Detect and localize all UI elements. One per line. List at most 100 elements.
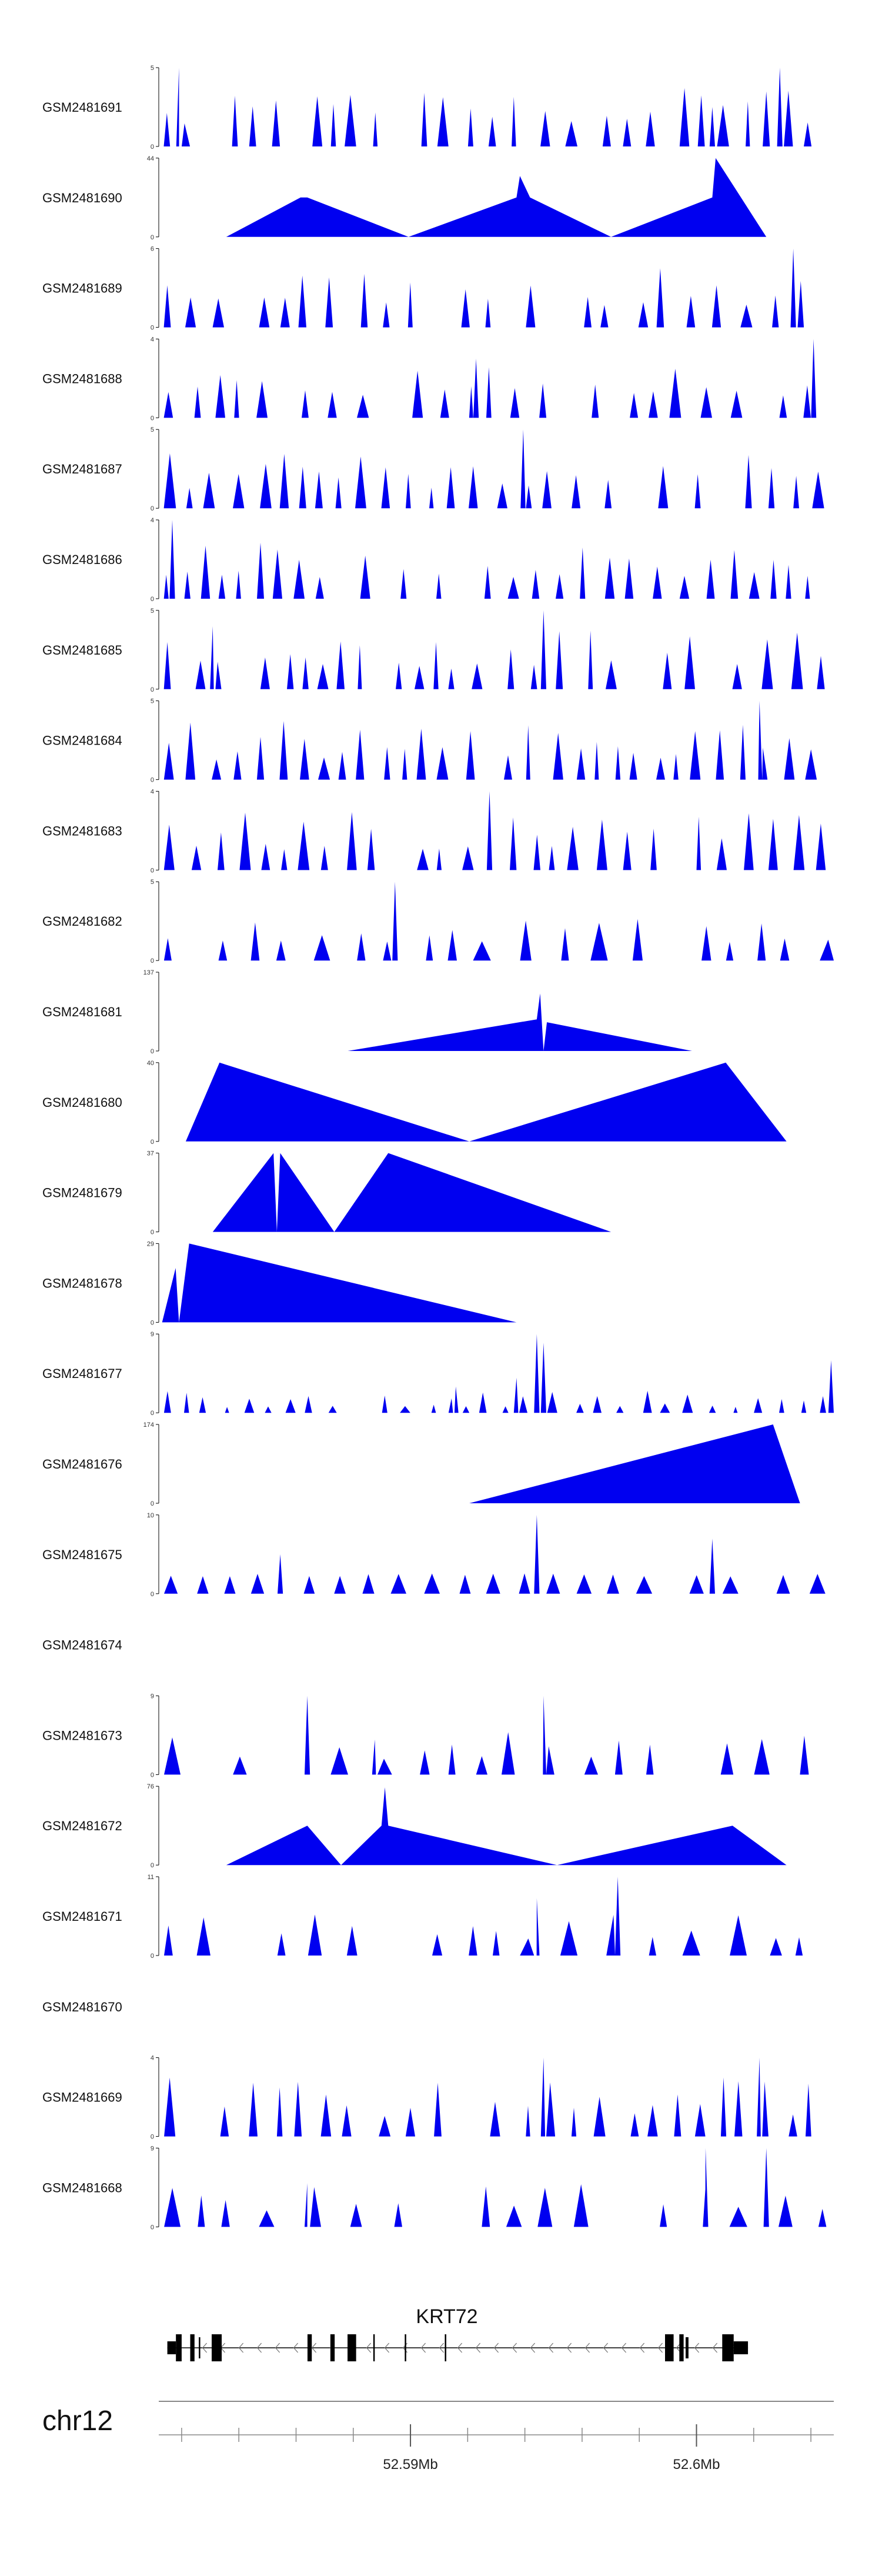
y-min-label: 0 bbox=[151, 1953, 154, 1960]
y-max-label: 4 bbox=[151, 2055, 154, 2062]
gene-exon bbox=[665, 2334, 674, 2361]
coverage-area bbox=[159, 520, 834, 599]
y-max-label: 5 bbox=[151, 426, 154, 433]
gene-exon bbox=[190, 2334, 195, 2361]
y-min-label: 0 bbox=[151, 1048, 154, 1055]
strand-chevron bbox=[439, 2343, 445, 2353]
track-label: GSM2481675 bbox=[42, 1547, 122, 1562]
coverage-area bbox=[159, 700, 834, 780]
track-label: GSM2481689 bbox=[42, 281, 122, 296]
track-label: GSM2481676 bbox=[42, 1457, 122, 1471]
track-GSM2481684: GSM2481684 5 0 bbox=[42, 698, 834, 784]
y-min-label: 0 bbox=[151, 1410, 154, 1417]
track-GSM2481676: GSM2481676 174 0 bbox=[42, 1422, 800, 1507]
track-label: GSM2481674 bbox=[42, 1638, 122, 1653]
track-label: GSM2481671 bbox=[42, 1909, 122, 1924]
y-max-label: 40 bbox=[147, 1060, 154, 1067]
gene-exon bbox=[733, 2341, 749, 2354]
y-min-label: 0 bbox=[151, 1229, 154, 1236]
y-min-label: 0 bbox=[151, 2134, 154, 2141]
coverage-area bbox=[159, 2057, 834, 2137]
gene-exon bbox=[373, 2334, 375, 2361]
y-min-label: 0 bbox=[151, 1862, 154, 1869]
track-GSM2481672: GSM2481672 76 0 bbox=[42, 1783, 787, 1869]
y-max-label: 4 bbox=[151, 336, 154, 343]
y-max-label: 5 bbox=[151, 65, 154, 72]
y-min-label: 0 bbox=[151, 1319, 154, 1326]
y-min-label: 0 bbox=[151, 1771, 154, 1778]
track-label: GSM2481679 bbox=[42, 1186, 122, 1200]
track-label: GSM2481690 bbox=[42, 191, 122, 205]
y-min-label: 0 bbox=[151, 1139, 154, 1146]
strand-chevron bbox=[493, 2343, 499, 2353]
track-label: GSM2481687 bbox=[42, 462, 122, 476]
genome-axis-track: chr12 52.59Mb 52.6Mb bbox=[42, 2401, 834, 2472]
track-GSM2481677: GSM2481677 9 0 bbox=[42, 1331, 834, 1417]
track-label: GSM2481669 bbox=[42, 2090, 122, 2105]
track-GSM2481691: GSM2481691 5 0 bbox=[42, 65, 834, 151]
coverage-area bbox=[348, 993, 692, 1051]
track-label: GSM2481682 bbox=[42, 914, 122, 929]
y-max-label: 9 bbox=[151, 1331, 154, 1338]
y-max-label: 9 bbox=[151, 1693, 154, 1700]
track-GSM2481674: GSM2481674 bbox=[42, 1638, 122, 1653]
y-min-label: 0 bbox=[151, 1500, 154, 1507]
track-GSM2481671: GSM2481671 11 0 bbox=[42, 1874, 834, 1960]
gene-exon bbox=[176, 2334, 182, 2361]
coverage-area bbox=[159, 610, 834, 689]
strand-chevron bbox=[603, 2343, 609, 2353]
gene-exon bbox=[330, 2334, 335, 2361]
track-GSM2481681: GSM2481681 137 0 bbox=[42, 969, 692, 1055]
track-GSM2481675: GSM2481675 10 0 bbox=[42, 1512, 834, 1598]
strand-chevron bbox=[530, 2343, 536, 2353]
coverage-area bbox=[159, 429, 834, 509]
y-min-label: 0 bbox=[151, 867, 154, 874]
coverage-area bbox=[185, 1062, 787, 1142]
y-min-label: 0 bbox=[151, 505, 154, 512]
track-label: GSM2481678 bbox=[42, 1276, 122, 1290]
strand-chevron bbox=[256, 2343, 262, 2353]
strand-chevron bbox=[457, 2343, 463, 2353]
track-GSM2481670: GSM2481670 bbox=[42, 2000, 122, 2014]
coverage-area bbox=[159, 1696, 834, 1775]
y-max-label: 137 bbox=[143, 969, 154, 976]
coverage-area bbox=[159, 882, 837, 961]
y-min-label: 0 bbox=[151, 234, 154, 241]
gene-exon bbox=[686, 2337, 689, 2358]
strand-chevron bbox=[293, 2343, 299, 2353]
track-label: GSM2481688 bbox=[42, 371, 122, 386]
track-label: GSM2481685 bbox=[42, 643, 122, 658]
strand-chevron bbox=[566, 2343, 572, 2353]
coverage-area bbox=[162, 1243, 517, 1323]
x-tick-label: 52.6Mb bbox=[673, 2457, 720, 2472]
track-label: GSM2481680 bbox=[42, 1095, 122, 1110]
track-GSM2481685: GSM2481685 5 0 bbox=[42, 608, 834, 693]
track-GSM2481680: GSM2481680 40 0 bbox=[42, 1060, 787, 1146]
y-max-label: 29 bbox=[147, 1240, 154, 1247]
track-GSM2481688: GSM2481688 4 0 bbox=[42, 336, 834, 422]
y-max-label: 10 bbox=[147, 1512, 154, 1519]
track-label: GSM2481673 bbox=[42, 1728, 122, 1743]
track-label: GSM2481684 bbox=[42, 733, 122, 748]
y-min-label: 0 bbox=[151, 144, 154, 151]
gene-exon bbox=[167, 2341, 176, 2354]
y-max-label: 4 bbox=[151, 788, 154, 795]
strand-chevron bbox=[676, 2343, 681, 2353]
coverage-area bbox=[226, 1787, 787, 1866]
strand-chevron bbox=[712, 2343, 718, 2353]
coverage-area bbox=[159, 1877, 834, 1956]
gene-exon bbox=[405, 2334, 406, 2361]
coverage-area bbox=[159, 68, 834, 146]
strand-chevron bbox=[384, 2343, 390, 2353]
track-label: GSM2481691 bbox=[42, 100, 122, 115]
coverage-area bbox=[159, 791, 834, 870]
coverage-area bbox=[469, 1424, 800, 1503]
y-min-label: 0 bbox=[151, 2224, 154, 2231]
chromosome-label: chr12 bbox=[42, 2405, 113, 2437]
track-GSM2481673: GSM2481673 9 0 bbox=[42, 1693, 834, 1778]
y-max-label: 5 bbox=[151, 608, 154, 615]
strand-chevron bbox=[621, 2343, 627, 2353]
coverage-area bbox=[159, 1334, 834, 1413]
coverage-area bbox=[159, 1514, 834, 1594]
coverage-area bbox=[159, 339, 834, 418]
